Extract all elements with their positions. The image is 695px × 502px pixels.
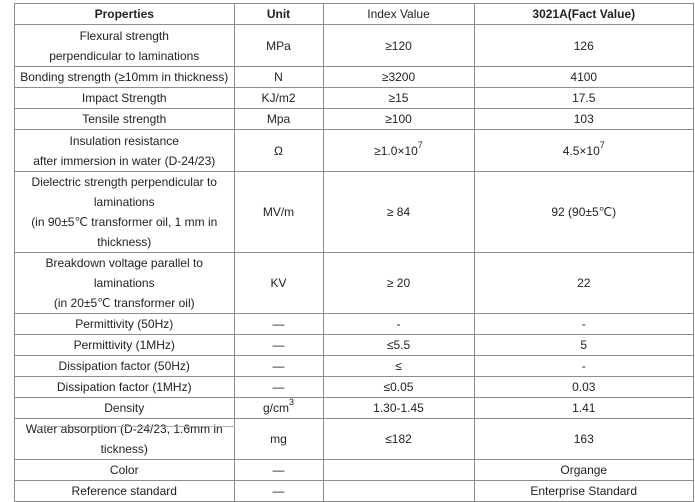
table-row: Flexural strength perpendicular to lamin… bbox=[14, 24, 694, 67]
property-cell: Insulation resistance after immersion in… bbox=[14, 129, 235, 172]
property-cell: Density bbox=[14, 397, 235, 419]
header-index-value: Index Value bbox=[322, 3, 475, 25]
unit-cell: — bbox=[233, 313, 324, 335]
property-cell: Dissipation factor (1MHz) bbox=[14, 376, 235, 398]
unit-cell: g/cm3 bbox=[233, 397, 324, 419]
header-row: Properties Unit Index Value 3021A(Fact V… bbox=[14, 3, 694, 25]
header-unit: Unit bbox=[233, 3, 324, 25]
next-element-edge bbox=[38, 426, 235, 432]
fact-value-cell: 92 (90±5℃) bbox=[473, 171, 694, 253]
table-row: Impact Strength KJ/m2 ≥15 17.5 bbox=[14, 87, 694, 109]
unit-cell: KJ/m2 bbox=[233, 87, 324, 109]
table-row: Water absorption (D-24/23, 1.6mm in tick… bbox=[14, 418, 694, 460]
unit-base: g/cm bbox=[262, 401, 289, 415]
fact-value-cell: 126 bbox=[473, 24, 694, 67]
fact-value-exponent: 7 bbox=[599, 139, 605, 150]
index-value-cell bbox=[322, 459, 475, 481]
fact-value-cell: Enterprise Standard bbox=[473, 480, 694, 502]
property-line-2: after immersion in water (D-24/23) bbox=[33, 153, 216, 168]
property-cell: Reference standard bbox=[14, 480, 235, 502]
table-row: Breakdown voltage parallel to lamination… bbox=[14, 252, 694, 314]
index-value-cell: ≤0.05 bbox=[322, 376, 475, 398]
fact-value-cell: - bbox=[473, 355, 694, 377]
table-row: Dielectric strength perpendicular to lam… bbox=[14, 171, 694, 253]
unit-cell: MV/m bbox=[233, 171, 324, 253]
property-line-2: (in 20±5℃ transformer oil) bbox=[53, 296, 195, 310]
fact-value-cell: 1.41 bbox=[473, 397, 694, 419]
index-value-cell: ≥ 20 bbox=[322, 252, 475, 314]
table-row: Density g/cm3 1.30-1.45 1.41 bbox=[14, 397, 694, 419]
property-cell: Breakdown voltage parallel to lamination… bbox=[14, 252, 235, 314]
table-row: Bonding strength (≥10mm in thickness) N … bbox=[14, 66, 694, 88]
index-value-cell: 1.30-1.45 bbox=[322, 397, 475, 419]
property-line-2: perpendicular to laminations bbox=[49, 48, 200, 63]
table-row: Color — Organge bbox=[14, 459, 694, 481]
index-value-cell: ≥ 84 bbox=[322, 171, 475, 253]
property-line-1: Breakdown voltage parallel to lamination… bbox=[45, 256, 203, 290]
unit-cell: mg bbox=[233, 418, 324, 460]
index-value-cell: ≤ bbox=[322, 355, 475, 377]
fact-value-cell: 103 bbox=[473, 108, 694, 130]
property-line-1: Insulation resistance bbox=[69, 133, 179, 148]
index-value-base: ≥1.0×10 bbox=[374, 143, 418, 158]
index-value-cell: ≤182 bbox=[322, 418, 475, 460]
table-row: Dissipation factor (1MHz) — ≤0.05 0.03 bbox=[14, 376, 694, 398]
fact-value-cell: - bbox=[473, 313, 694, 335]
property-cell: Permittivity (50Hz) bbox=[14, 313, 235, 335]
unit-cell: — bbox=[233, 459, 324, 481]
index-value-cell: ≤5.5 bbox=[322, 334, 475, 356]
header-fact-value: 3021A(Fact Value) bbox=[473, 3, 694, 25]
table-row: Dissipation factor (50Hz) — ≤ - bbox=[14, 355, 694, 377]
index-value-exponent: 7 bbox=[417, 139, 423, 150]
table-row: Tensile strength Mpa ≥100 103 bbox=[14, 108, 694, 130]
property-cell: Dielectric strength perpendicular to lam… bbox=[14, 171, 235, 253]
property-cell: Impact Strength bbox=[14, 87, 235, 109]
table-row: Permittivity (50Hz) — - - bbox=[14, 313, 694, 335]
index-value-cell: - bbox=[322, 313, 475, 335]
property-cell: Bonding strength (≥10mm in thickness) bbox=[14, 66, 235, 88]
unit-cell: — bbox=[233, 480, 324, 502]
next-element-divider bbox=[189, 426, 190, 431]
index-value-cell: ≥1.0×107 bbox=[322, 129, 475, 172]
fact-value-cell: 17.5 bbox=[473, 87, 694, 109]
property-cell: Water absorption (D-24/23, 1.6mm in tick… bbox=[14, 418, 235, 460]
index-value-cell: ≥100 bbox=[322, 108, 475, 130]
unit-cell: — bbox=[233, 355, 324, 377]
unit-cell: N bbox=[233, 66, 324, 88]
property-cell: Tensile strength bbox=[14, 108, 235, 130]
table-row: Permittivity (1MHz) — ≤5.5 5 bbox=[14, 334, 694, 356]
fact-value-cell: 5 bbox=[473, 334, 694, 356]
fact-value-cell: 163 bbox=[473, 418, 694, 460]
property-cell: Permittivity (1MHz) bbox=[14, 334, 235, 356]
unit-cell: Mpa bbox=[233, 108, 324, 130]
header-properties: Properties bbox=[14, 3, 235, 25]
property-line-1: Flexural strength bbox=[79, 28, 169, 43]
index-value-cell: ≥120 bbox=[322, 24, 475, 67]
index-value-cell: ≥15 bbox=[322, 87, 475, 109]
fact-value-cell: 4.5×107 bbox=[473, 129, 694, 172]
fact-value-base: 4.5×10 bbox=[562, 143, 600, 158]
unit-cell: — bbox=[233, 376, 324, 398]
index-value-cell bbox=[322, 480, 475, 502]
unit-cell: KV bbox=[233, 252, 324, 314]
property-cell: Dissipation factor (50Hz) bbox=[14, 355, 235, 377]
property-cell: Flexural strength perpendicular to lamin… bbox=[14, 24, 235, 67]
unit-exponent: 3 bbox=[289, 397, 295, 407]
fact-value-cell: 22 bbox=[473, 252, 694, 314]
index-value-cell: ≥3200 bbox=[322, 66, 475, 88]
fact-value-cell: 0.03 bbox=[473, 376, 694, 398]
fact-value-cell: 4100 bbox=[473, 66, 694, 88]
unit-cell: MPa bbox=[233, 24, 324, 67]
property-cell: Color bbox=[14, 459, 235, 481]
unit-cell: — bbox=[233, 334, 324, 356]
property-line-2: (in 90±5℃ transformer oil, 1 mm in thick… bbox=[31, 215, 218, 249]
table-row: Insulation resistance after immersion in… bbox=[14, 129, 694, 172]
property-line-1: Dielectric strength perpendicular to lam… bbox=[31, 175, 217, 209]
fact-value-cell: Organge bbox=[473, 459, 694, 481]
unit-cell: Ω bbox=[233, 129, 324, 172]
table-row: Reference standard — Enterprise Standard bbox=[14, 480, 694, 502]
